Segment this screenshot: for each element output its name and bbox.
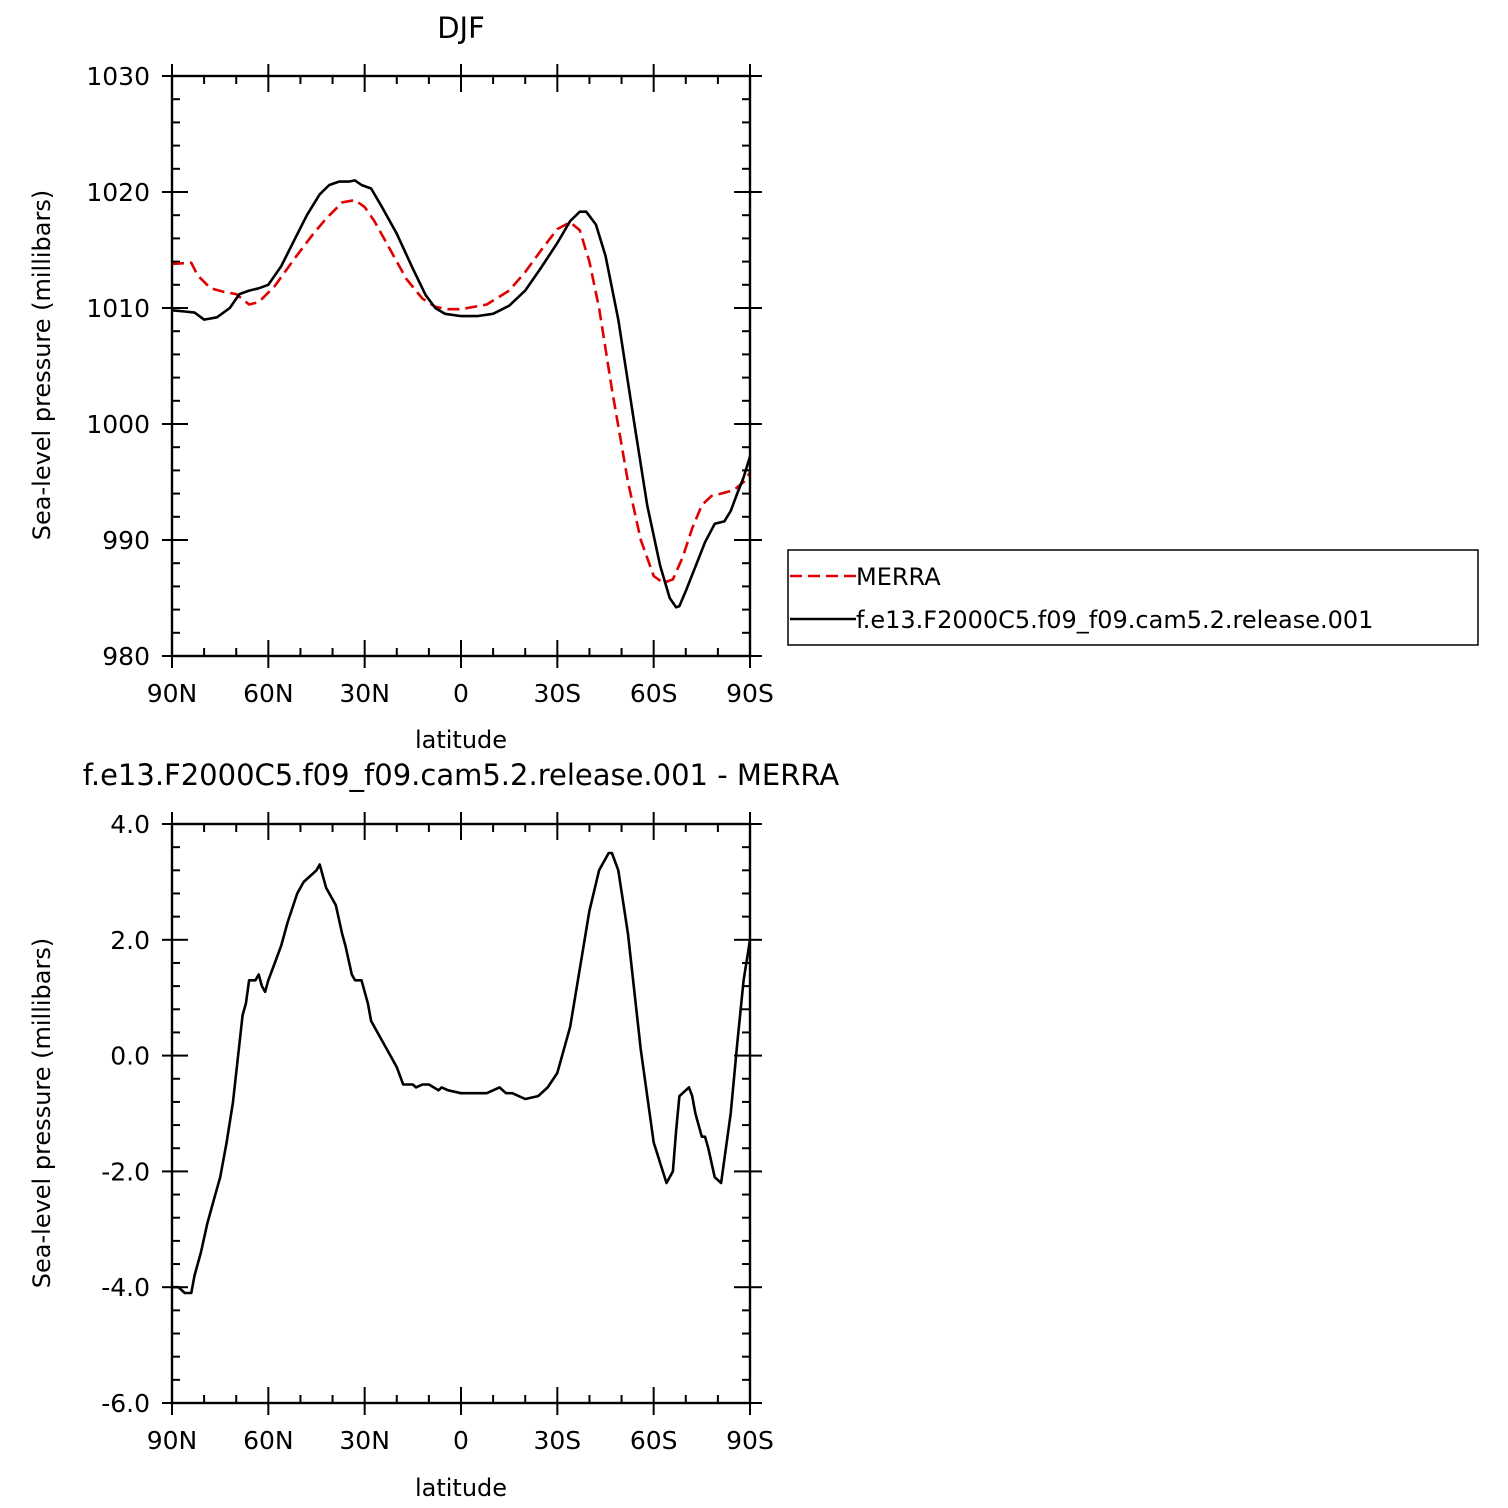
bottom-x-tick-label: 60N [243, 1426, 294, 1455]
bottom-y-tick-label: -2.0 [101, 1157, 150, 1186]
bottom-panel: f.e13.F2000C5.f09_f09.cam5.2.release.001… [28, 758, 839, 1502]
top-series-line-f-e13-f2000c5-f09-f09-cam5-2-release-001 [171, 179, 752, 609]
legend-label-model: f.e13.F2000C5.f09_f09.cam5.2.release.001 [856, 606, 1373, 634]
top-y-axis-label: Sea-level pressure (millibars) [28, 190, 56, 540]
top-x-tick-label: 30S [533, 679, 581, 708]
top-y-tick-label: 1030 [86, 62, 150, 91]
top-y-tick-label: 980 [102, 642, 150, 671]
top-x-tick-label: 60N [243, 679, 294, 708]
top-y-tick-label: 1020 [86, 178, 150, 207]
top-series-line-merra [171, 198, 752, 585]
bottom-x-tick-label: 0 [453, 1426, 469, 1455]
bottom-plot-frame [170, 822, 752, 1405]
top-plot-frame [170, 74, 752, 658]
bottom-x-tick-label: 30N [339, 1426, 390, 1455]
top-x-axis-label: latitude [415, 726, 507, 754]
top-y-tick-label: 1000 [86, 410, 150, 439]
bottom-y-axis-label: Sea-level pressure (millibars) [28, 938, 56, 1288]
bottom-x-axis-label: latitude [415, 1474, 507, 1502]
legend-box [787, 549, 1479, 646]
bottom-x-tick-label: 30S [533, 1426, 581, 1455]
bottom-series-line-difference [172, 851, 752, 1295]
bottom-y-tick-label: -6.0 [101, 1389, 150, 1418]
bottom-x-tick-label: 90N [147, 1426, 198, 1455]
top-y-tick-label: 1010 [86, 294, 150, 323]
top-x-tick-label: 60S [630, 679, 678, 708]
top-y-tick-label: 990 [102, 526, 150, 555]
top-x-tick-label: 30N [339, 679, 390, 708]
bottom-x-tick-label: 60S [630, 1426, 678, 1455]
top-x-tick-label: 90N [147, 679, 198, 708]
top-title: DJF [437, 11, 485, 45]
bottom-y-tick-label: 4.0 [110, 810, 150, 839]
legend-label-merra: MERRA [856, 563, 941, 591]
top-x-tick-label: 0 [453, 679, 469, 708]
top-plot-area: 1030 1020 1010 1000 990 980 90N 60N 30N 0 30S 60S 90… [86, 62, 773, 708]
bottom-y-tick-label: 0.0 [110, 1042, 150, 1071]
bottom-y-tick-label: 2.0 [110, 926, 150, 955]
bottom-y-tick-label: -4.0 [101, 1273, 150, 1302]
bottom-x-tick-label: 90S [726, 1426, 774, 1455]
top-panel: DJF 1030 1020 1010 1000 990 980 90N 60N 30N 0 30S 6… [28, 11, 1479, 754]
bottom-plot-area: 4.0 2.0 0.0 -2.0 -4.0 -6.0 90N 60N 30N 0 30S 60S 90S [101, 810, 774, 1455]
top-x-tick-label: 90S [726, 679, 774, 708]
legend: MERRA f.e13.F2000C5.f09_f09.cam5.2.relea… [787, 549, 1479, 646]
bottom-title: f.e13.F2000C5.f09_f09.cam5.2.release.001… [83, 758, 840, 792]
